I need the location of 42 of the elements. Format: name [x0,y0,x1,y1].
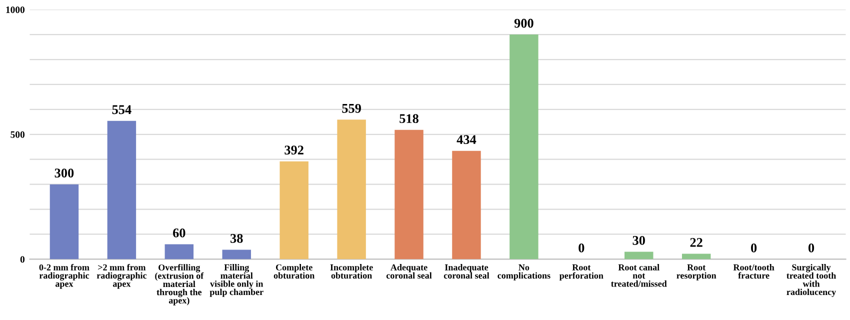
bar [394,130,424,260]
x-tick-label: Root/tooth fracture [733,264,774,279]
bar [280,161,308,260]
data-label: 434 [456,135,476,144]
bar [682,254,711,260]
x-tick-label: Root canal not treated/missed [611,264,667,287]
data-label: 554 [112,105,132,114]
bar [164,244,194,260]
x-tick-label: Root perforation [559,264,604,281]
x-tick-label: Overfilling (extrusion of material through the apex) [155,264,204,306]
x-tick-label: >2 mm from radiographic apex [96,264,147,289]
data-label: 22 [690,238,702,247]
y-tick-label: 500 [10,131,25,138]
data-label: 392 [284,146,304,155]
data-label: 0 [808,243,814,252]
data-label: 300 [54,168,74,178]
bar [452,150,481,260]
data-label: 900 [514,18,534,28]
bar [222,250,251,260]
x-tick-label: 0-2 mm from radiographic apex [39,264,90,289]
data-label: 38 [230,234,243,243]
data-label: 559 [342,104,361,113]
x-tick-label: Adequate coronal seal [386,264,432,279]
data-label: 0 [578,243,584,252]
x-tick-label: No complications [498,264,550,280]
bar [337,120,366,260]
x-tick-label: Inadequate coronal seal [444,264,490,279]
y-tick-label: 0 [20,256,25,263]
x-tick-label: Root resorption [676,264,716,280]
data-label: 0 [751,243,757,252]
y-tick-label: 1000 [6,6,25,14]
bar [50,184,79,260]
x-tick-label: Complete obturation [274,264,315,279]
data-label: 60 [173,228,186,238]
data-label: 30 [632,236,645,245]
data-label: 518 [400,114,418,124]
x-tick-label: Filling material visible only in pulp chamber [210,264,264,297]
bar [624,252,654,260]
x-tick-label: Incomplete obturation [330,264,373,279]
bar [107,120,136,260]
bar [510,34,538,260]
x-tick-label: Surgically treated tooth with radiolucency [786,264,836,297]
